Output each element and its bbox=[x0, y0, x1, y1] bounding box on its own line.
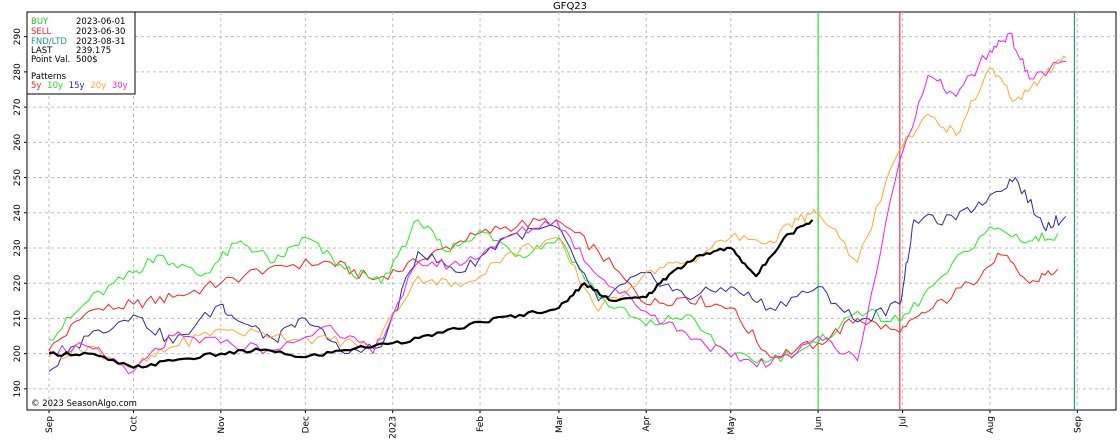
patterns-label: Patterns bbox=[31, 72, 67, 82]
series-line-current bbox=[48, 219, 814, 369]
last-label: LAST bbox=[31, 46, 53, 56]
x-tick-label: May bbox=[727, 415, 737, 434]
y-tick-label: 220 bbox=[13, 274, 23, 291]
legend-10y: 10y bbox=[47, 81, 63, 91]
x-tick-label: Jul bbox=[899, 416, 909, 428]
y-tick-label: 210 bbox=[13, 310, 23, 327]
x-tick-label: Dec bbox=[301, 416, 311, 433]
info-box: BUY 2023-06-01 SELL 2023-06-30 FND/LTD 2… bbox=[26, 11, 136, 95]
y-tick-label: 270 bbox=[13, 98, 23, 115]
series-line-10y bbox=[48, 219, 1059, 364]
x-tick-label: Oct bbox=[130, 416, 140, 432]
fnd-value: 2023-08-31 bbox=[76, 37, 125, 47]
x-tick-label: Sep bbox=[45, 416, 55, 433]
buy-value: 2023-06-01 bbox=[76, 17, 125, 27]
sell-value: 2023-06-30 bbox=[76, 27, 125, 37]
series-line-5y bbox=[48, 217, 1058, 359]
x-tick-label: Mar bbox=[555, 416, 565, 433]
point-value-label: Point Val. bbox=[31, 55, 70, 65]
x-axis: Sep Oct Nov Dec 2023 Feb Mar Apr May Jun Jul Aug Sep bbox=[45, 410, 1083, 439]
legend-30y: 30y bbox=[112, 81, 128, 91]
y-tick-label: 280 bbox=[13, 63, 23, 80]
y-tick-label: 260 bbox=[13, 133, 23, 150]
y-tick-label: 250 bbox=[13, 169, 23, 186]
x-tick-label: 2023 bbox=[389, 416, 399, 439]
x-tick-label: Sep bbox=[1073, 416, 1083, 433]
y-axis: 190 200 210 220 230 240 250 260 270 280 290 bbox=[13, 28, 27, 397]
legend-20y: 20y bbox=[90, 81, 106, 91]
info-box-frame bbox=[26, 11, 136, 95]
x-tick-label: Apr bbox=[642, 416, 652, 432]
y-tick-label: 190 bbox=[13, 380, 23, 397]
patterns-legend: 5y 10y 15y 20y 30y bbox=[31, 81, 128, 91]
last-value: 239.175 bbox=[76, 46, 111, 56]
y-tick-label: 240 bbox=[13, 204, 23, 221]
sell-label: SELL bbox=[31, 27, 52, 37]
series-line-20y bbox=[48, 55, 1067, 369]
y-tick-label: 290 bbox=[13, 28, 23, 45]
buy-label: BUY bbox=[31, 17, 49, 27]
chart-title: GFQ23 bbox=[553, 1, 587, 12]
x-tick-label: Nov bbox=[217, 415, 227, 433]
series-line-30y bbox=[48, 32, 1067, 375]
series-line-15y bbox=[48, 177, 1067, 372]
point-value: 500$ bbox=[76, 55, 98, 65]
copyright: © 2023 SeasonAlgo.com bbox=[31, 399, 137, 409]
legend-5y: 5y bbox=[31, 81, 41, 91]
y-tick-label: 230 bbox=[13, 239, 23, 256]
fnd-label: FND/LTD bbox=[31, 37, 67, 47]
x-tick-label: Jun bbox=[814, 416, 824, 431]
series-group bbox=[48, 32, 1067, 375]
x-tick-label: Aug bbox=[986, 416, 996, 434]
legend-15y: 15y bbox=[69, 81, 85, 91]
x-tick-label: Feb bbox=[476, 416, 486, 432]
y-tick-label: 200 bbox=[13, 345, 23, 362]
